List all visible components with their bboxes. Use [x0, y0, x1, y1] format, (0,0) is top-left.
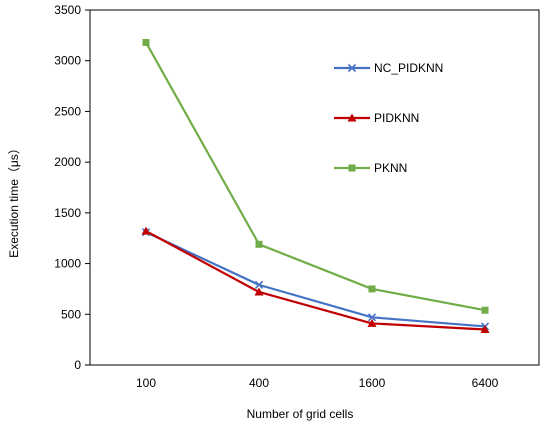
x-tick-label: 400	[249, 376, 269, 390]
data-point-pknn	[368, 285, 376, 293]
data-point-pidknn	[254, 287, 264, 296]
data-point-pknn	[255, 240, 263, 248]
legend-label: PKNN	[374, 161, 407, 175]
legend-label: NC_PIDKNN	[374, 61, 443, 75]
series-line-nc-pidknn	[145, 231, 486, 328]
y-axis-ticks: 0 500 1000 1500 2000 2500 3000 3500	[54, 3, 90, 372]
x-tick-label: 100	[136, 376, 156, 390]
y-tick-label: 2000	[54, 155, 81, 169]
data-point-nc-pidknn	[367, 313, 377, 322]
data-point-pidknn	[367, 318, 377, 327]
legend-marker	[348, 164, 356, 172]
x-axis-ticks: 100 400 1600 6400	[136, 376, 499, 390]
data-point-pidknn	[141, 226, 151, 235]
data-point-pidknn	[480, 325, 490, 333]
y-tick-label: 3000	[54, 54, 81, 68]
legend-marker	[347, 113, 357, 122]
data-point-pknn	[481, 306, 489, 314]
y-tick-label: 3500	[54, 3, 81, 17]
series-line-pknn	[145, 41, 486, 312]
y-tick-label: 2500	[54, 104, 81, 118]
y-tick-label: 0	[74, 358, 81, 372]
series-layer	[141, 38, 490, 333]
y-axis-title: Execution time（μs）	[7, 142, 21, 258]
x-tick-label: 6400	[472, 376, 499, 390]
y-tick-label: 1500	[54, 206, 81, 220]
data-point-nc-pidknn	[254, 280, 264, 289]
plot-area	[89, 9, 540, 366]
legend-marker	[347, 63, 357, 73]
series-line-pidknn	[145, 230, 486, 331]
data-point-pknn	[142, 38, 150, 46]
y-tick-label: 1000	[54, 257, 81, 271]
series-pidknn	[141, 226, 490, 333]
legend: NC_PIDKNN PIDKNN PKNN	[334, 61, 443, 175]
legend-item-nc-pidknn: NC_PIDKNN	[334, 61, 443, 75]
series-pknn	[142, 38, 489, 314]
legend-label: PIDKNN	[374, 111, 419, 125]
x-axis-title: Number of grid cells	[247, 407, 354, 421]
legend-item-pidknn: PIDKNN	[334, 111, 419, 125]
legend-item-pknn: PKNN	[334, 161, 407, 175]
y-tick-label: 500	[61, 307, 81, 321]
plot-border	[89, 9, 540, 366]
x-tick-label: 1600	[359, 376, 386, 390]
